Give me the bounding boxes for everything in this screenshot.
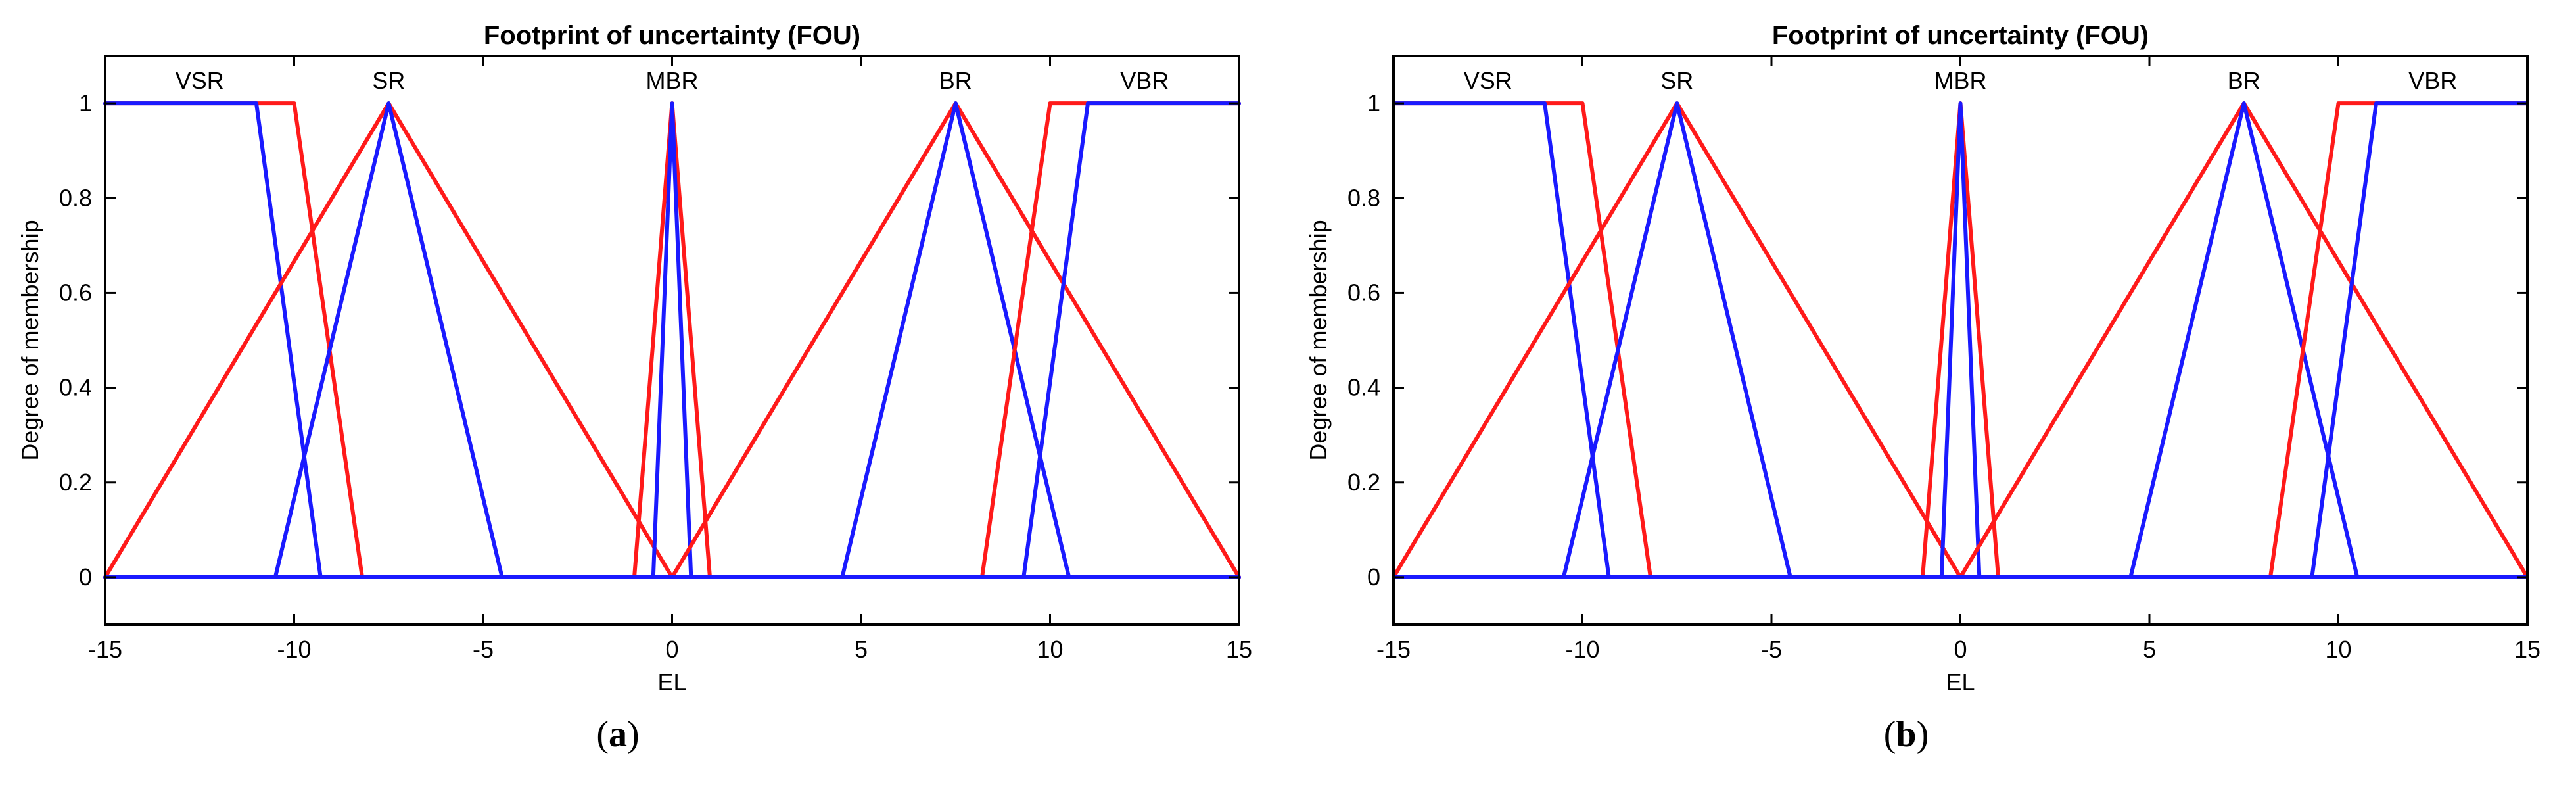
series-br-upper-line	[1392, 101, 2529, 579]
x-tick-label: -5	[1761, 636, 1782, 663]
y-tick-label: 0	[79, 563, 92, 590]
x-tick-label: 0	[665, 636, 678, 663]
x-tick-label: -10	[1565, 636, 1599, 663]
series-mbr-upper-line	[1392, 101, 2529, 579]
y-tick-label: 0.6	[1347, 279, 1380, 306]
chart-title: Footprint of uncertainty (FOU)	[484, 21, 860, 50]
series-br-lower-line	[1392, 101, 2529, 579]
fou-chart-b: -15 -10 -5 0 5 10 15 0 0.2 0.4 0.6 0.8 1 VSR SR MBR BR VB…	[1305, 21, 2541, 696]
y-tick-label: 0.6	[59, 279, 92, 306]
x-tick-label: -5	[473, 636, 494, 663]
set-label-mbr: MBR	[646, 67, 699, 94]
set-label-vbr: VBR	[2408, 67, 2457, 94]
series-sr-lower-line	[1392, 101, 2529, 579]
caption-b: (b)	[1883, 714, 1929, 755]
series-vsr-lower-line	[103, 101, 1241, 579]
caption-a: (a)	[596, 714, 640, 755]
x-tick-label: 10	[1037, 636, 1063, 663]
y-axis-label: Degree of membership	[1305, 220, 1332, 460]
set-label-mbr: MBR	[1934, 67, 1987, 94]
y-tick-label: 0.2	[59, 469, 92, 496]
series-vsr-upper-line	[103, 101, 1241, 579]
series-mbr-lower-line	[1392, 101, 2529, 579]
x-axis-label: EL	[1946, 669, 1975, 696]
x-tick-label: 15	[1226, 636, 1252, 663]
x-tick-label: 10	[2325, 636, 2351, 663]
y-tick-label: 1	[79, 89, 92, 116]
set-label-vsr: VSR	[1464, 67, 1512, 94]
chart-panel-b: -15 -10 -5 0 5 10 15 0 0.2 0.4 0.6 0.8 1 VSR SR MBR BR VB…	[1288, 0, 2576, 789]
x-tick-label: -10	[277, 636, 311, 663]
x-tick-label: 5	[2143, 636, 2156, 663]
series-sr-lower-line	[103, 101, 1241, 579]
set-label-br: BR	[939, 67, 972, 94]
series-vsr-lower-line	[1392, 101, 2529, 579]
series-vsr-upper-line	[1392, 101, 2529, 579]
x-tick-label: 0	[1954, 636, 1967, 663]
series-vbr-upper-line	[1392, 101, 2529, 579]
set-label-br: BR	[2228, 67, 2260, 94]
series-vbr-lower-line	[103, 101, 1241, 579]
set-label-sr: SR	[1660, 67, 1693, 94]
y-tick-label: 1	[1367, 89, 1380, 116]
series-vbr-upper-line	[103, 101, 1241, 579]
x-tick-label: -15	[1376, 636, 1411, 663]
series-sr-upper-line	[103, 101, 1241, 579]
y-tick-label: 0.4	[59, 374, 92, 401]
x-tick-label: -15	[88, 636, 122, 663]
x-tick-label: 5	[855, 636, 868, 663]
y-tick-label: 0.2	[1347, 469, 1380, 496]
set-label-vbr: VBR	[1120, 67, 1169, 94]
y-tick-label: 0.8	[1347, 184, 1380, 211]
chart-panel-a: -15 -10 -5 0 5 10 15 0 0.2 0.4 0.6 0.8 1 VSR SR MBR BR VB…	[16, 21, 1252, 755]
x-tick-label: 15	[2514, 636, 2541, 663]
y-axis-label: Degree of membership	[16, 220, 43, 460]
series-mbr-lower-line	[103, 101, 1241, 579]
fou-chart-a: -15 -10 -5 0 5 10 15 0 0.2 0.4 0.6 0.8 1 VSR SR MBR BR VB…	[16, 21, 1252, 696]
y-tick-label: 0	[1367, 563, 1380, 590]
series-br-upper-line	[103, 101, 1241, 579]
series-vbr-lower-line	[1392, 101, 2529, 579]
y-tick-label: 0.4	[1347, 374, 1380, 401]
x-axis-label: EL	[657, 669, 686, 696]
series-mbr-upper-line	[103, 101, 1241, 579]
set-label-vsr: VSR	[176, 67, 224, 94]
series-br-lower-line	[103, 101, 1241, 579]
set-label-sr: SR	[372, 67, 405, 94]
chart-title: Footprint of uncertainty (FOU)	[1772, 21, 2149, 50]
y-tick-label: 0.8	[59, 184, 92, 211]
series-sr-upper-line	[1392, 101, 2529, 579]
